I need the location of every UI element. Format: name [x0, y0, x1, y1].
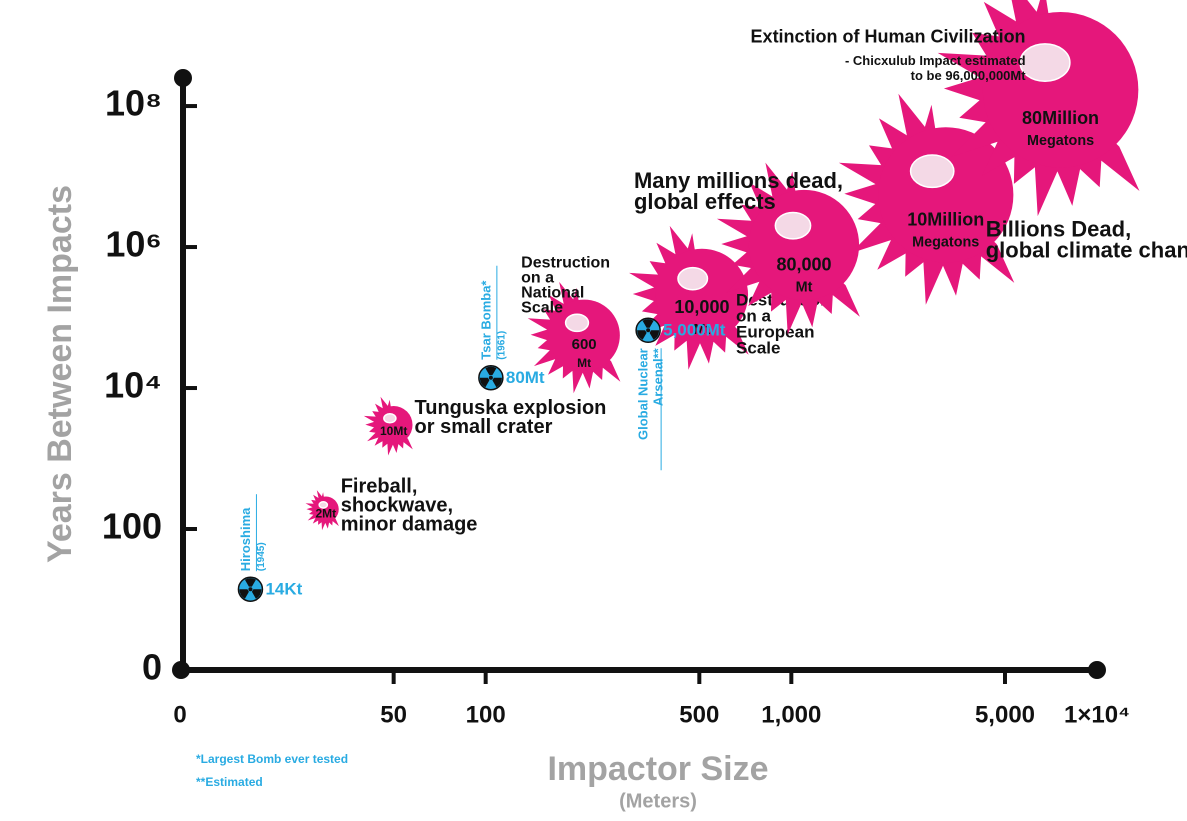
footnote: **Estimated — [196, 775, 263, 789]
x-tick-label: 1×10⁴ — [1064, 701, 1130, 728]
energy-label: Mt — [796, 280, 813, 296]
asteroid — [677, 266, 709, 291]
y-tick-label: 10⁸ — [105, 83, 162, 124]
radiation-center — [488, 375, 493, 380]
energy-label: 600 — [572, 336, 597, 353]
impact-bubble — [982, 12, 1139, 168]
x-tick-label: 100 — [466, 701, 506, 728]
impact-description: Fireball, — [341, 476, 418, 498]
asteroid — [774, 211, 812, 240]
energy-label: Megatons — [912, 234, 979, 250]
radiation-blade — [492, 377, 502, 388]
y-tick-label: 10⁶ — [105, 224, 162, 265]
bomb-note: Hiroshima — [238, 507, 253, 571]
impact-description: on a — [736, 306, 771, 325]
radiation-blade — [239, 589, 249, 599]
radiation-blade — [251, 589, 262, 599]
energy-label: 10,000 — [674, 297, 729, 317]
asteroid — [1019, 43, 1071, 83]
axis-end-dot — [1088, 661, 1106, 679]
bomb-energy-label: 5,000Mt — [663, 321, 726, 340]
impact-description: Scale — [521, 300, 563, 317]
impact-description: on a — [521, 270, 554, 287]
footnote: *Largest Bomb ever tested — [196, 752, 348, 766]
impact-description: global climate change — [986, 238, 1187, 263]
asteroid — [383, 413, 397, 424]
impact-description: Extinction of Human Civilization — [751, 27, 1026, 47]
impact-bubble — [878, 127, 1014, 263]
radiation-blade — [479, 377, 490, 388]
impact-description: Many millions dead, — [634, 168, 843, 193]
impact-subtext: - Chicxulub Impact estimated — [845, 53, 1026, 68]
radiation-center — [646, 328, 651, 333]
asteroid — [318, 501, 329, 509]
impact-description: Destruction — [521, 255, 610, 272]
x-tick-label: 50 — [380, 701, 407, 728]
radiation-blade — [637, 330, 647, 340]
impact-description: Tunguska explosion — [415, 397, 607, 419]
x-axis-unit: (Meters) — [619, 790, 697, 812]
x-tick-label: 1,000 — [761, 701, 821, 728]
y-tick-label: 10⁴ — [104, 365, 162, 406]
impact-description: National — [521, 285, 584, 302]
bomb-note: (1961) — [497, 331, 508, 360]
impact-bubble — [748, 189, 860, 301]
radiation-blade — [485, 366, 497, 376]
radiation-blade — [649, 330, 660, 340]
impact-bubble — [548, 299, 620, 371]
y-axis-title: Years Between Impacts — [41, 185, 79, 563]
y-tick-label: 100 — [102, 506, 162, 547]
axis-end-dot — [174, 69, 192, 87]
radiation-center — [248, 587, 253, 592]
impact-description: Scale — [736, 338, 780, 357]
impact-description: minor damage — [341, 514, 478, 536]
asteroid — [564, 313, 590, 333]
bomb-energy-label: 14Kt — [265, 580, 302, 599]
energy-label: 80Million — [1022, 108, 1099, 128]
energy-label: 10Mt — [380, 424, 407, 438]
impact-description: or small crater — [415, 416, 553, 438]
bomb-note: (1945) — [256, 542, 267, 571]
impact-subtext: to be 96,000,000Mt — [911, 68, 1027, 83]
radiation-blade — [244, 578, 256, 587]
energy-label: Mt — [694, 322, 711, 338]
x-tick-label: 5,000 — [975, 701, 1035, 728]
x-tick-label: 500 — [679, 701, 719, 728]
energy-label: 80,000 — [776, 255, 831, 275]
y-tick-label: 0 — [142, 647, 162, 688]
impact-bubble — [655, 248, 749, 341]
bomb-note: Global Nuclear — [636, 348, 651, 440]
energy-label: 10Million — [907, 209, 984, 229]
bomb-energy-label: 80Mt — [506, 368, 545, 387]
x-tick-label: 0 — [173, 701, 186, 728]
energy-label: Mt — [577, 356, 591, 370]
bomb-note: Tsar Bomba* — [478, 280, 493, 360]
radiation-blade — [642, 319, 654, 328]
impact-description: global effects — [634, 189, 776, 214]
energy-label: 2Mt — [316, 506, 337, 520]
axis-end-dot — [172, 661, 190, 679]
asteroid — [909, 154, 955, 189]
energy-label: Megatons — [1027, 133, 1094, 149]
impact-description: European — [736, 322, 814, 341]
bomb-note: Arsenal** — [651, 347, 666, 406]
impact-description: shockwave, — [341, 495, 453, 517]
x-axis-title: Impactor Size — [547, 750, 768, 788]
impact-description: Billions Dead, — [986, 217, 1131, 242]
